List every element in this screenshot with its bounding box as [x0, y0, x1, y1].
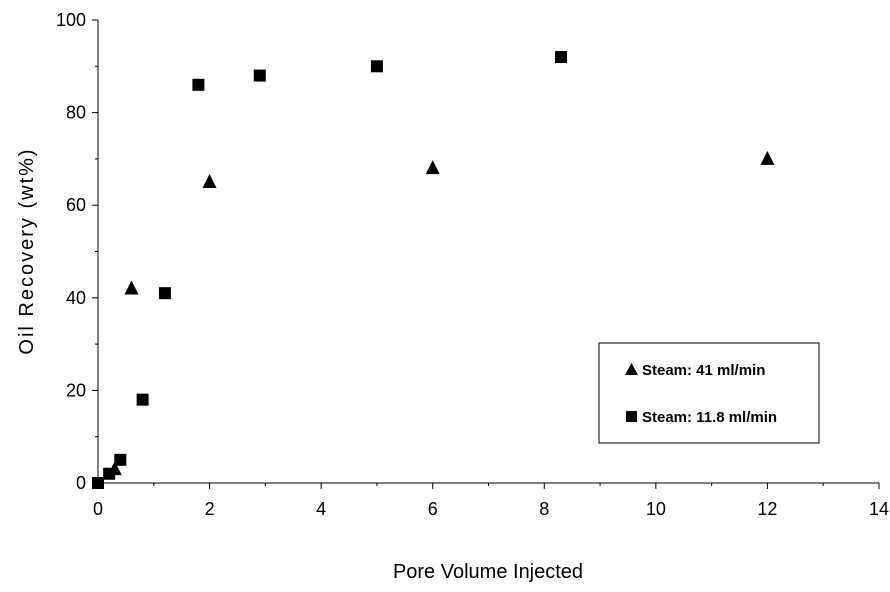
- x-tick-label: 6: [428, 499, 438, 519]
- square-point: [253, 69, 266, 82]
- x-tick-label: 0: [93, 499, 103, 519]
- legend-triangle-marker: [625, 363, 638, 375]
- data-points: [92, 51, 775, 489]
- legend-box: [598, 342, 820, 444]
- y-tick-label: 20: [66, 380, 86, 400]
- x-axis-title: Pore Volume Injected: [393, 561, 583, 583]
- square-point: [555, 51, 568, 64]
- square-point: [114, 453, 127, 466]
- triangle-point: [425, 160, 440, 175]
- y-tick-label: 100: [56, 10, 86, 30]
- legend: Steam: 41 ml/min Steam: 11.8 ml/min: [598, 342, 820, 444]
- x-tick-label: 4: [316, 499, 326, 519]
- x-tick-label: 10: [646, 499, 666, 519]
- x-tick-label: 14: [869, 499, 889, 519]
- legend-label-steam-11-8: Steam: 11.8 ml/min: [642, 409, 777, 426]
- legend-label-steam-41: Steam: 41 ml/min: [642, 362, 765, 379]
- x-tick-label: 12: [757, 499, 777, 519]
- axes: 0 20 40 60 80 100 0 2 4 6 8 10 12 14: [56, 10, 889, 519]
- x-tick-label: 8: [539, 499, 549, 519]
- square-point: [103, 467, 116, 480]
- y-tick-label: 0: [76, 473, 86, 493]
- square-point: [192, 78, 205, 91]
- square-point: [136, 393, 149, 406]
- y-tick-label: 80: [66, 103, 86, 123]
- triangle-point: [124, 280, 139, 295]
- triangle-point: [760, 150, 775, 165]
- y-tick-label: 60: [66, 195, 86, 215]
- square-point: [158, 287, 171, 300]
- y-tick-label: 40: [66, 288, 86, 308]
- triangle-point: [202, 174, 217, 189]
- square-point: [92, 477, 104, 489]
- y-axis-title: Oil Recovery (wt%): [16, 147, 38, 354]
- square-point: [370, 60, 383, 73]
- legend-square-marker: [626, 411, 637, 422]
- x-tick-label: 2: [205, 499, 215, 519]
